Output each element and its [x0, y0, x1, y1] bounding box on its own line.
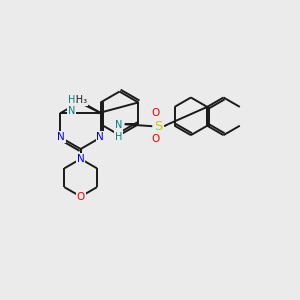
Text: O: O — [76, 192, 85, 202]
Text: CH₃: CH₃ — [69, 95, 88, 106]
Text: N: N — [77, 154, 85, 164]
Text: O: O — [151, 108, 159, 118]
Text: O: O — [151, 134, 159, 144]
Text: N: N — [77, 155, 85, 165]
Text: N
H: N H — [115, 120, 122, 142]
Text: H
N: H N — [68, 94, 76, 116]
Text: S: S — [154, 120, 162, 133]
Text: N: N — [57, 132, 65, 142]
Text: N: N — [96, 132, 104, 142]
